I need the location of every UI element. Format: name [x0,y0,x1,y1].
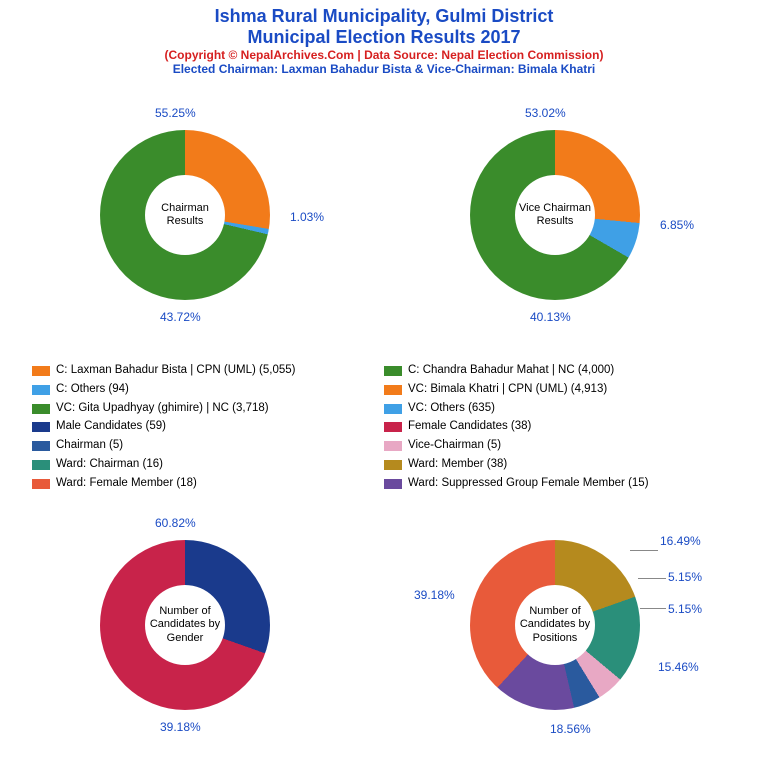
legend-item: Ward: Female Member (18) [32,475,384,493]
legend: C: Laxman Bahadur Bista | CPN (UML) (5,0… [32,362,736,494]
legend-item: VC: Others (635) [384,400,736,418]
vice-pct-1: 6.85% [660,218,694,232]
legend-text: Male Candidates (59) [56,418,166,436]
legend-text: C: Others (94) [56,381,129,399]
gender-pct-0: 60.82% [155,516,196,530]
legend-text: Ward: Member (38) [408,456,507,474]
legend-swatch [384,385,402,395]
chairman-chart: Chairman Results 55.25% 1.03% 43.72% [40,100,380,330]
pos-pct-1: 16.49% [660,534,701,548]
legend-item: Male Candidates (59) [32,418,384,436]
legend-text: Female Candidates (38) [408,418,531,436]
chairman-donut: Chairman Results [100,130,270,300]
chairman-pct-2: 43.72% [160,310,201,324]
legend-item: VC: Gita Upadhyay (ghimire) | NC (3,718) [32,400,384,418]
legend-swatch [384,422,402,432]
elected-line: Elected Chairman: Laxman Bahadur Bista &… [0,62,768,76]
vice-chairman-chart: Vice Chairman Results 53.02% 6.85% 40.13… [410,100,750,330]
vice-pct-2: 40.13% [530,310,571,324]
legend-swatch [384,441,402,451]
legend-swatch [384,479,402,489]
legend-text: VC: Bimala Khatri | CPN (UML) (4,913) [408,381,607,399]
gender-center-label: Number of Candidates by Gender [145,585,225,665]
legend-text: VC: Gita Upadhyay (ghimire) | NC (3,718) [56,400,269,418]
legend-item: Female Candidates (38) [384,418,736,436]
legend-right-col: C: Chandra Bahadur Mahat | NC (4,000)VC:… [384,362,736,494]
legend-swatch [32,479,50,489]
positions-center-label: Number of Candidates by Positions [515,585,595,665]
pos-pct-0: 39.18% [414,588,455,602]
chairman-center-label: Chairman Results [145,175,225,255]
leader-3 [640,608,666,609]
legend-item: Ward: Member (38) [384,456,736,474]
positions-donut: Number of Candidates by Positions [470,540,640,710]
chairman-pct-1: 1.03% [290,210,324,224]
legend-swatch [32,385,50,395]
legend-item: Ward: Suppressed Group Female Member (15… [384,475,736,493]
legend-text: Ward: Suppressed Group Female Member (15… [408,475,649,493]
legend-swatch [32,366,50,376]
legend-item: Chairman (5) [32,437,384,455]
legend-text: VC: Others (635) [408,400,495,418]
legend-item: C: Others (94) [32,381,384,399]
vice-chairman-donut: Vice Chairman Results [470,130,640,300]
vice-chairman-center-label: Vice Chairman Results [515,175,595,255]
pos-pct-2: 5.15% [668,570,702,584]
title-line1: Ishma Rural Municipality, Gulmi District [0,6,768,27]
legend-swatch [384,366,402,376]
legend-text: Ward: Female Member (18) [56,475,197,493]
legend-text: Vice-Chairman (5) [408,437,501,455]
legend-swatch [32,422,50,432]
title-line2: Municipal Election Results 2017 [0,27,768,48]
legend-text: Ward: Chairman (16) [56,456,163,474]
legend-text: C: Chandra Bahadur Mahat | NC (4,000) [408,362,614,380]
legend-text: Chairman (5) [56,437,123,455]
legend-item: Ward: Chairman (16) [32,456,384,474]
gender-chart: Number of Candidates by Gender 60.82% 39… [40,510,380,740]
legend-item: C: Chandra Bahadur Mahat | NC (4,000) [384,362,736,380]
pos-pct-4: 15.46% [658,660,699,674]
legend-item: VC: Bimala Khatri | CPN (UML) (4,913) [384,381,736,399]
pos-pct-5: 18.56% [550,722,591,736]
legend-swatch [32,460,50,470]
legend-text: C: Laxman Bahadur Bista | CPN (UML) (5,0… [56,362,295,380]
legend-swatch [32,441,50,451]
gender-donut: Number of Candidates by Gender [100,540,270,710]
vice-pct-0: 53.02% [525,106,566,120]
leader-1 [630,550,658,551]
legend-item: Vice-Chairman (5) [384,437,736,455]
pos-pct-3: 5.15% [668,602,702,616]
header: Ishma Rural Municipality, Gulmi District… [0,0,768,76]
legend-swatch [384,460,402,470]
legend-swatch [384,404,402,414]
subtitle: (Copyright © NepalArchives.Com | Data So… [0,48,768,62]
chairman-pct-0: 55.25% [155,106,196,120]
gender-pct-1: 39.18% [160,720,201,734]
positions-chart: Number of Candidates by Positions 39.18%… [410,510,750,740]
leader-2 [638,578,666,579]
legend-left-col: C: Laxman Bahadur Bista | CPN (UML) (5,0… [32,362,384,494]
legend-item: C: Laxman Bahadur Bista | CPN (UML) (5,0… [32,362,384,380]
legend-swatch [32,404,50,414]
